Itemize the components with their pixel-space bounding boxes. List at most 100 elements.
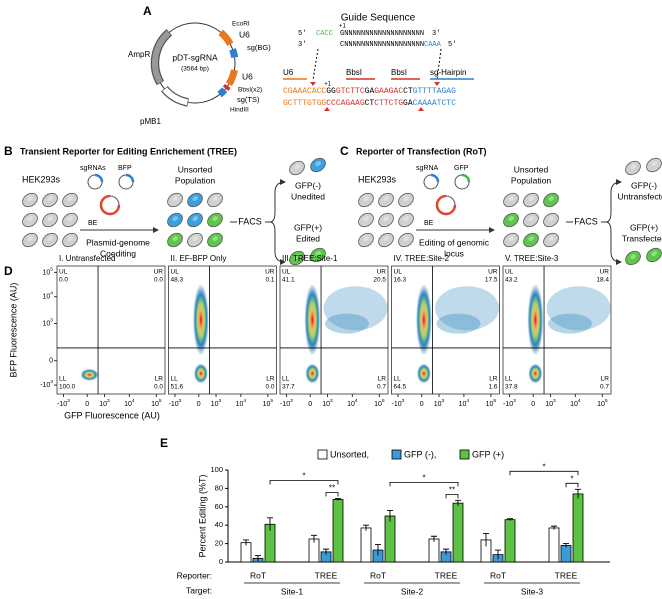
bbsi-site (222, 83, 231, 91)
label: GFP(+) (294, 222, 322, 232)
sg-ts (217, 87, 228, 98)
sequence-line: GCTTTGTGGCCCAGAAGCTCTTCTGGACAAAATCTC (283, 99, 456, 108)
label: pDT-sgRNA (172, 52, 218, 62)
quadrant-label: UL (59, 269, 68, 276)
quadrant-label: LR (155, 376, 164, 383)
cell (503, 192, 519, 208)
error-bar (443, 548, 449, 555)
quadrant-value: 17.5 (485, 277, 498, 284)
label: HindIII (230, 107, 249, 114)
tick-label: 105 (597, 398, 608, 408)
sequence: CT (403, 87, 413, 96)
cell (358, 232, 374, 248)
density (528, 363, 543, 384)
sequence: CGAAA (283, 87, 307, 96)
cell (625, 250, 641, 266)
label: pMB1 (140, 117, 161, 126)
error-bar (323, 548, 329, 555)
panel-title: Transient Reporter for Editing Enricheme… (20, 146, 237, 156)
error-bar (551, 525, 557, 530)
tick-exponent: 5 (605, 398, 608, 404)
quadrant-label: UL (505, 269, 514, 276)
tick-exponent: 3 (67, 398, 70, 404)
dashed-link (312, 48, 319, 81)
label: +1 (339, 24, 347, 30)
y-tick-label: 20 (215, 539, 223, 548)
u6-promoter (225, 69, 238, 87)
tick-label: -103 (169, 398, 182, 408)
cell (22, 212, 38, 228)
tick-exponent: 4 (578, 398, 581, 404)
sequence: 5' (298, 30, 306, 38)
tick-exponent: 3 (402, 398, 405, 404)
label: sgRNA (416, 165, 439, 172)
cell (358, 192, 374, 208)
quadrant-value: 48.3 (171, 277, 184, 284)
density (192, 283, 209, 356)
cell (358, 212, 374, 228)
label: Population (511, 175, 551, 185)
cell (187, 212, 203, 228)
error-bar (387, 510, 393, 522)
y-tick-label: 80 (215, 483, 223, 492)
density (304, 283, 321, 356)
label: GFP Fluorescence (AU) (64, 410, 160, 420)
cell (207, 212, 223, 228)
group-label: Site-3 (521, 586, 543, 596)
plot-frame (502, 265, 612, 395)
tick-base: 10 (211, 401, 219, 408)
group-label: Site-1 (281, 586, 303, 596)
label: FACS (574, 216, 598, 226)
quadrant-value: 1.6 (488, 384, 497, 391)
nucleus (508, 236, 515, 242)
label: BbsI (346, 68, 362, 77)
nucleus (47, 216, 54, 222)
plasmid-insert (461, 173, 471, 183)
cut-site (324, 107, 330, 111)
legend-label: GFP (+) (472, 449, 504, 459)
nucleus (192, 196, 199, 202)
cut-site (418, 107, 424, 111)
label: (3564 bp) (181, 66, 209, 73)
nucleus (363, 196, 370, 202)
tick-base: 0 (531, 401, 535, 408)
label: BE (88, 220, 98, 227)
tick-base: 10 (42, 269, 50, 276)
legend-swatch (459, 449, 470, 460)
label: Edited (296, 233, 320, 243)
y-tick-label: 60 (215, 502, 223, 511)
quadrant-value: 43.2 (505, 277, 518, 284)
quadrant-value: 64.5 (394, 384, 407, 391)
error-bar (363, 524, 369, 531)
plasmid-insert (94, 173, 104, 183)
cell (187, 232, 203, 248)
tick-label: 0 (85, 401, 89, 408)
x-tick-label: TREE (435, 570, 458, 580)
significance-label: ** (329, 484, 335, 493)
nucleus (67, 196, 74, 202)
quadrant-value: 18.4 (596, 277, 609, 284)
bar (560, 545, 572, 563)
ampr-gene (152, 30, 171, 84)
x-tick-label: TREE (555, 570, 578, 580)
nucleus (192, 236, 199, 242)
cut-site (434, 82, 440, 86)
label: III. TREE:Site-1 (282, 254, 338, 263)
tick-label: 103 (42, 318, 53, 328)
quadrant-value: 0.0 (265, 384, 274, 391)
label: Percent Editing (%T) (197, 474, 207, 557)
label: sg(BG) (247, 43, 271, 52)
quadrant-value: 16.3 (394, 277, 407, 284)
tick-base: 0 (49, 358, 53, 365)
legend-label: GFP (-), (404, 449, 436, 459)
quadrant-label: UL (394, 269, 403, 276)
plasmid-insert (125, 173, 135, 183)
tick-base: -10 (392, 401, 402, 408)
cell (398, 212, 414, 228)
tick-base: 0 (85, 401, 89, 408)
nucleus (294, 254, 301, 260)
label: HEK293s (22, 174, 61, 184)
cell (378, 232, 394, 248)
sequence: CNNNNNNNNNNNNNNNNNNN (340, 41, 424, 49)
quadrant-value: 0.0 (154, 277, 163, 284)
